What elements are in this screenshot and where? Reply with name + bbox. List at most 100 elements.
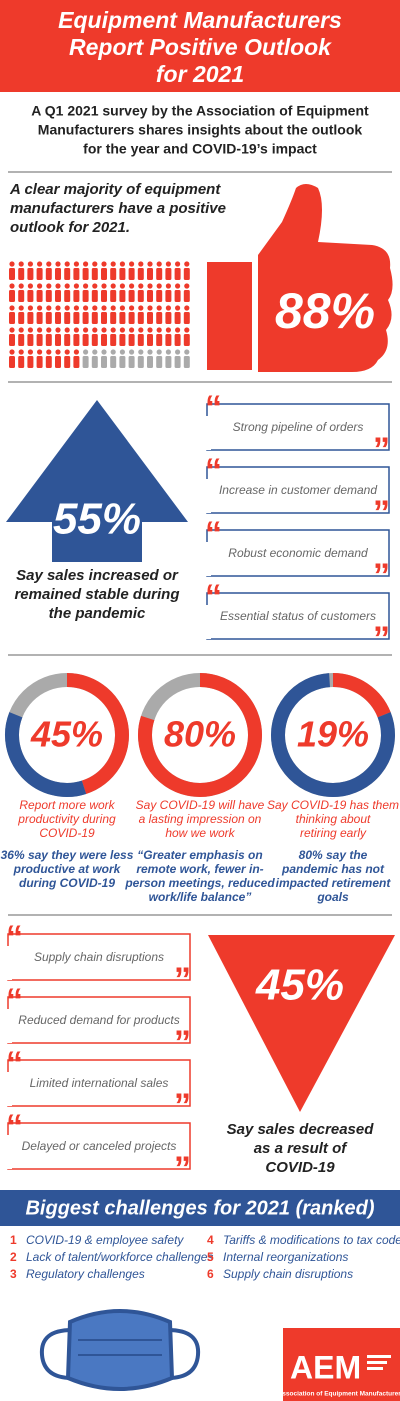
person-icon xyxy=(82,305,89,324)
person-icon xyxy=(45,283,52,302)
person-icon xyxy=(73,261,80,280)
quote-mask xyxy=(6,946,12,980)
logo-tagline: Association of Equipment Manufacturers xyxy=(278,1391,400,1398)
person-head xyxy=(175,305,181,311)
person-head xyxy=(156,349,162,355)
quote-open: “ xyxy=(6,1108,23,1146)
person-head xyxy=(64,349,70,355)
person-body xyxy=(55,312,61,324)
donut-caption: Report more work xyxy=(19,798,115,812)
person-body xyxy=(174,356,181,368)
person-icon xyxy=(9,305,15,324)
outlook-text: outlook for 2021. xyxy=(10,219,130,236)
person-head xyxy=(156,283,162,289)
thumb xyxy=(258,184,393,372)
reason-text: Delayed or canceled projects xyxy=(22,1139,177,1153)
person-head xyxy=(73,261,79,267)
quote-close: ” xyxy=(373,557,390,595)
person-body xyxy=(91,290,98,302)
person-head xyxy=(37,305,43,311)
quote-open: “ xyxy=(6,1045,23,1083)
person-body xyxy=(101,334,107,346)
title: Equipment Manufacturers xyxy=(58,7,342,33)
person-head xyxy=(46,283,52,289)
person-head xyxy=(175,283,181,289)
person-icon xyxy=(156,283,163,302)
challenge-rank: 2 xyxy=(10,1250,17,1264)
challenges-band xyxy=(0,1190,400,1226)
sales-up-caption: remained stable during xyxy=(14,586,179,603)
person-head xyxy=(46,261,52,267)
person-icon xyxy=(110,261,117,280)
person-body xyxy=(174,268,181,280)
donut-detail: pandemic has not xyxy=(281,862,385,876)
quote-mask xyxy=(205,542,211,576)
person-icon xyxy=(64,349,71,368)
person-icon xyxy=(110,349,117,368)
person-icon xyxy=(36,349,43,368)
person-icon xyxy=(147,327,153,346)
person-head xyxy=(138,261,144,267)
person-body xyxy=(137,268,144,280)
person-body xyxy=(156,356,163,368)
person-head xyxy=(129,261,135,267)
person-head xyxy=(101,327,107,333)
person-body xyxy=(156,312,163,324)
person-head xyxy=(147,283,153,289)
challenge-text: Supply chain disruptions xyxy=(223,1267,353,1281)
person-body xyxy=(55,268,61,280)
reason-text: Robust economic demand xyxy=(228,546,368,560)
person-head xyxy=(73,349,79,355)
person-body xyxy=(165,356,172,368)
person-icon xyxy=(55,349,61,368)
person-head xyxy=(110,261,116,267)
person-icon xyxy=(27,261,34,280)
person-body xyxy=(147,356,153,368)
person-body xyxy=(156,268,163,280)
person-body xyxy=(91,334,98,346)
person-head xyxy=(119,349,125,355)
person-body xyxy=(101,268,107,280)
person-icon xyxy=(174,283,181,302)
challenge-text: Regulatory challenges xyxy=(26,1267,145,1281)
quote-open: “ xyxy=(205,452,222,490)
person-icon xyxy=(119,327,126,346)
person-head xyxy=(175,261,181,267)
person-icon xyxy=(82,283,89,302)
person-head xyxy=(18,349,24,355)
person-icon xyxy=(82,261,89,280)
donut-detail: person meetings, reduced xyxy=(124,876,275,890)
person-head xyxy=(119,261,125,267)
quote-close: ” xyxy=(174,1150,191,1188)
sales-up-caption: Say sales increased or xyxy=(16,567,179,584)
person-icon xyxy=(55,327,61,346)
person-head xyxy=(92,305,98,311)
person-body xyxy=(137,356,144,368)
person-icon xyxy=(147,283,153,302)
person-body xyxy=(18,312,25,324)
person-head xyxy=(27,349,33,355)
person-icon xyxy=(119,349,126,368)
person-body xyxy=(147,334,153,346)
challenge-rank: 5 xyxy=(207,1250,214,1264)
quote-close: ” xyxy=(373,620,390,658)
challenges-title: Biggest challenges for 2021 (ranked) xyxy=(25,1197,374,1219)
person-body xyxy=(128,312,135,324)
challenge-text: Tariffs & modifications to tax code xyxy=(223,1233,400,1247)
person-icon xyxy=(73,283,80,302)
person-icon xyxy=(147,349,153,368)
outlook-percent: 88% xyxy=(275,283,375,339)
person-head xyxy=(156,327,162,333)
donut-detail: impacted retirement xyxy=(276,876,392,890)
person-head xyxy=(73,305,79,311)
person-body xyxy=(18,268,25,280)
person-body xyxy=(128,356,135,368)
reason-text: Reduced demand for products xyxy=(18,1013,179,1027)
logo-name: AEM xyxy=(290,1349,361,1385)
person-body xyxy=(128,334,135,346)
donut-arc xyxy=(332,673,391,718)
person-head xyxy=(101,283,107,289)
person-body xyxy=(183,312,190,324)
person-icon xyxy=(183,261,190,280)
